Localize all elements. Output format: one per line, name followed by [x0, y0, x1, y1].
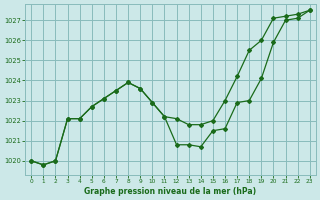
X-axis label: Graphe pression niveau de la mer (hPa): Graphe pression niveau de la mer (hPa) [84, 187, 257, 196]
